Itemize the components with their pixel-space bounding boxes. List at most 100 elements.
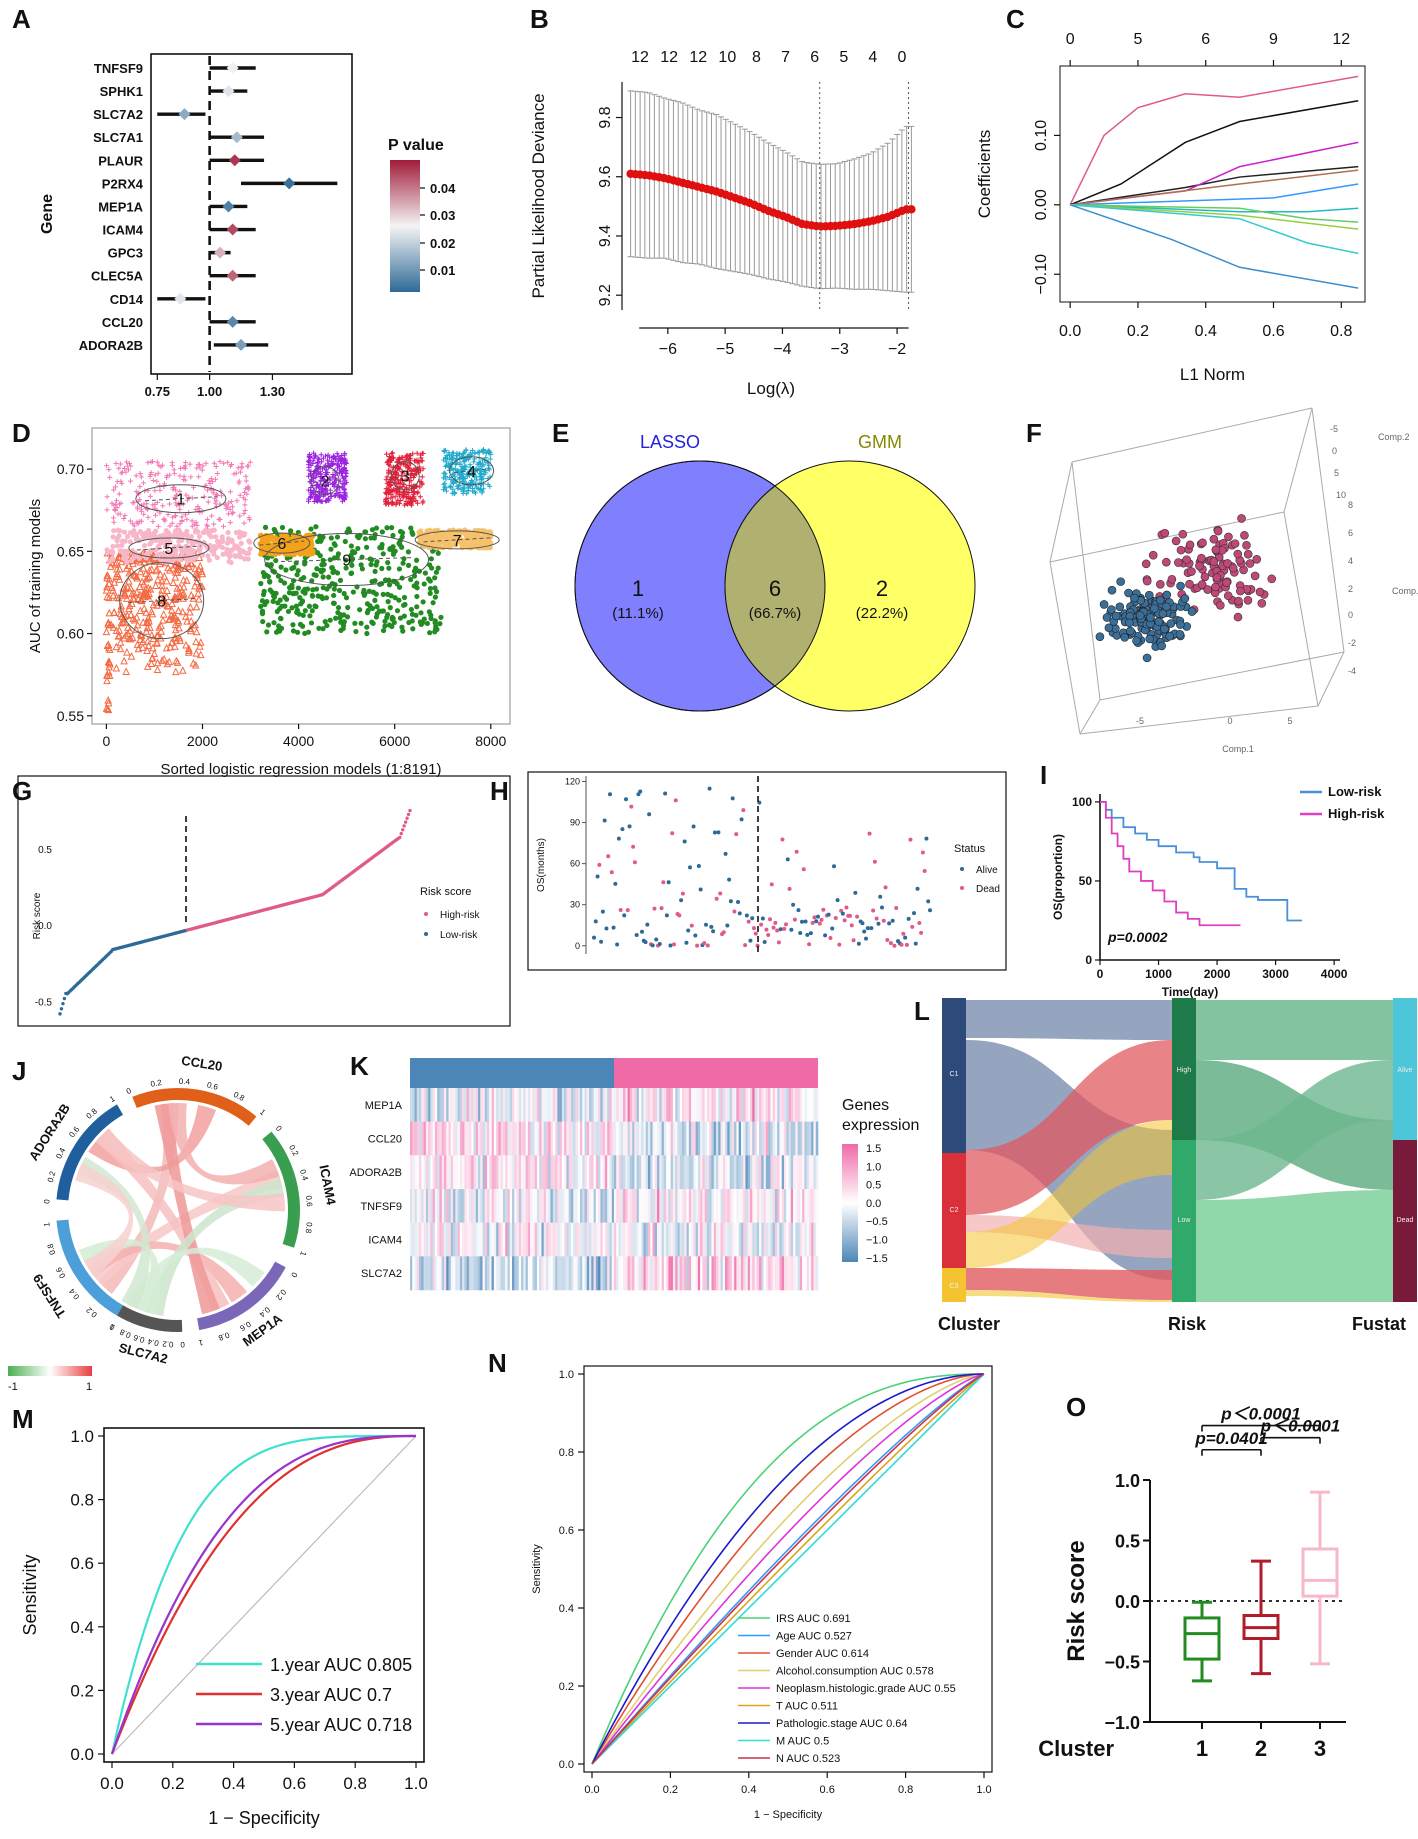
heatmap-cell <box>536 1088 540 1122</box>
heatmap-cell <box>722 1256 726 1291</box>
heatmap-cell <box>487 1222 490 1257</box>
legend-tick-label: 0.02 <box>430 236 455 251</box>
model-point <box>313 524 319 530</box>
model-point <box>119 538 125 544</box>
status-point <box>817 921 822 926</box>
heatmap-cell <box>416 1121 420 1156</box>
model-point <box>348 552 354 558</box>
model-point <box>117 618 125 627</box>
heatmap-cell <box>478 1189 481 1223</box>
model-point <box>117 511 123 517</box>
heatmap-cell <box>627 1088 631 1122</box>
heatmap-cell <box>412 1155 415 1190</box>
heatmap-cell <box>414 1088 418 1122</box>
heatmap-cell <box>677 1155 681 1190</box>
model-point <box>158 581 166 589</box>
status-point <box>689 923 694 928</box>
heatmap-cell <box>512 1155 515 1190</box>
model-point <box>336 587 343 594</box>
status-point <box>812 915 817 920</box>
model-point <box>164 473 170 479</box>
model-point <box>349 562 355 568</box>
heatmap-cell <box>439 1121 443 1156</box>
model-point <box>264 629 270 635</box>
heatmap-cell <box>731 1088 735 1122</box>
heatmap-cell <box>727 1121 730 1156</box>
model-point <box>293 603 300 609</box>
heatmap-cell <box>559 1256 563 1291</box>
heatmap-cell <box>604 1121 608 1156</box>
model-point <box>194 522 200 528</box>
sample-point <box>1174 558 1183 567</box>
x-tick-label: 0 <box>1097 967 1104 981</box>
model-point <box>344 614 351 620</box>
status-point <box>782 926 787 931</box>
heatmap-cell <box>688 1088 692 1122</box>
status-point <box>791 902 796 907</box>
heatmap-cell <box>743 1088 746 1122</box>
model-point <box>308 620 315 626</box>
heatmap-cell <box>743 1155 746 1190</box>
heatmap-cell <box>706 1189 710 1223</box>
model-point <box>361 587 367 593</box>
heatmap-cell <box>706 1256 710 1291</box>
model-point <box>163 586 171 594</box>
model-point <box>433 569 440 575</box>
model-point <box>221 523 227 529</box>
heatmap-cell <box>491 1189 495 1223</box>
model-point <box>276 623 282 629</box>
panel-k-heatmap: MEP1ACCL20ADORA2BTNFSF9ICAM4SLC7A2Genese… <box>349 1058 919 1291</box>
heatmap-cell <box>623 1121 626 1156</box>
model-point <box>405 562 412 568</box>
heatmap-cell <box>709 1189 712 1223</box>
heatmap-cell <box>512 1121 515 1156</box>
model-point <box>177 473 183 479</box>
heatmap-cell <box>706 1155 710 1190</box>
model-point <box>223 503 229 509</box>
heatmap-cell <box>518 1088 522 1122</box>
model-point <box>205 499 211 505</box>
heatmap-cell <box>729 1155 733 1190</box>
heatmap-cell <box>505 1155 508 1190</box>
model-point <box>318 538 324 544</box>
cube-edge <box>1283 511 1319 707</box>
heatmap-cell <box>638 1256 642 1291</box>
sample-point <box>1216 600 1225 610</box>
hr-marker <box>226 223 239 236</box>
heatmap-cell <box>679 1222 683 1257</box>
heatmap-cell <box>500 1222 504 1257</box>
heatmap-cell <box>686 1189 690 1223</box>
model-point <box>166 614 174 623</box>
risk-point <box>405 816 409 820</box>
comp1-tick-label: 0 <box>1227 716 1232 726</box>
status-point <box>837 942 842 947</box>
model-point <box>291 564 297 571</box>
cluster-label: 8 <box>157 594 166 611</box>
heatmap-cell <box>573 1256 576 1291</box>
model-point <box>354 533 361 539</box>
heatmap-cell <box>802 1189 805 1223</box>
heatmap-cell <box>439 1088 443 1122</box>
heatmap-cell <box>536 1121 540 1156</box>
heatmap-cell <box>793 1155 796 1190</box>
sample-point <box>1160 624 1169 634</box>
heatmap-cell <box>813 1088 817 1122</box>
model-point <box>307 546 313 552</box>
heatmap-cell <box>550 1155 554 1190</box>
model-point <box>119 542 125 548</box>
risk-point <box>406 812 411 817</box>
model-point <box>156 543 162 549</box>
heatmap-cell <box>654 1121 658 1156</box>
model-point <box>290 622 296 628</box>
comp1-tick-label: 5 <box>1287 716 1292 726</box>
model-point <box>177 521 183 527</box>
status-point <box>634 933 639 938</box>
heatmap-cell <box>768 1189 771 1223</box>
status-point <box>784 922 788 927</box>
model-point <box>206 557 213 563</box>
heatmap-cell <box>786 1189 789 1223</box>
model-point <box>110 534 116 540</box>
sample-point <box>1157 641 1166 651</box>
heatmap-cell <box>428 1088 431 1122</box>
heatmap-cell <box>693 1222 696 1257</box>
